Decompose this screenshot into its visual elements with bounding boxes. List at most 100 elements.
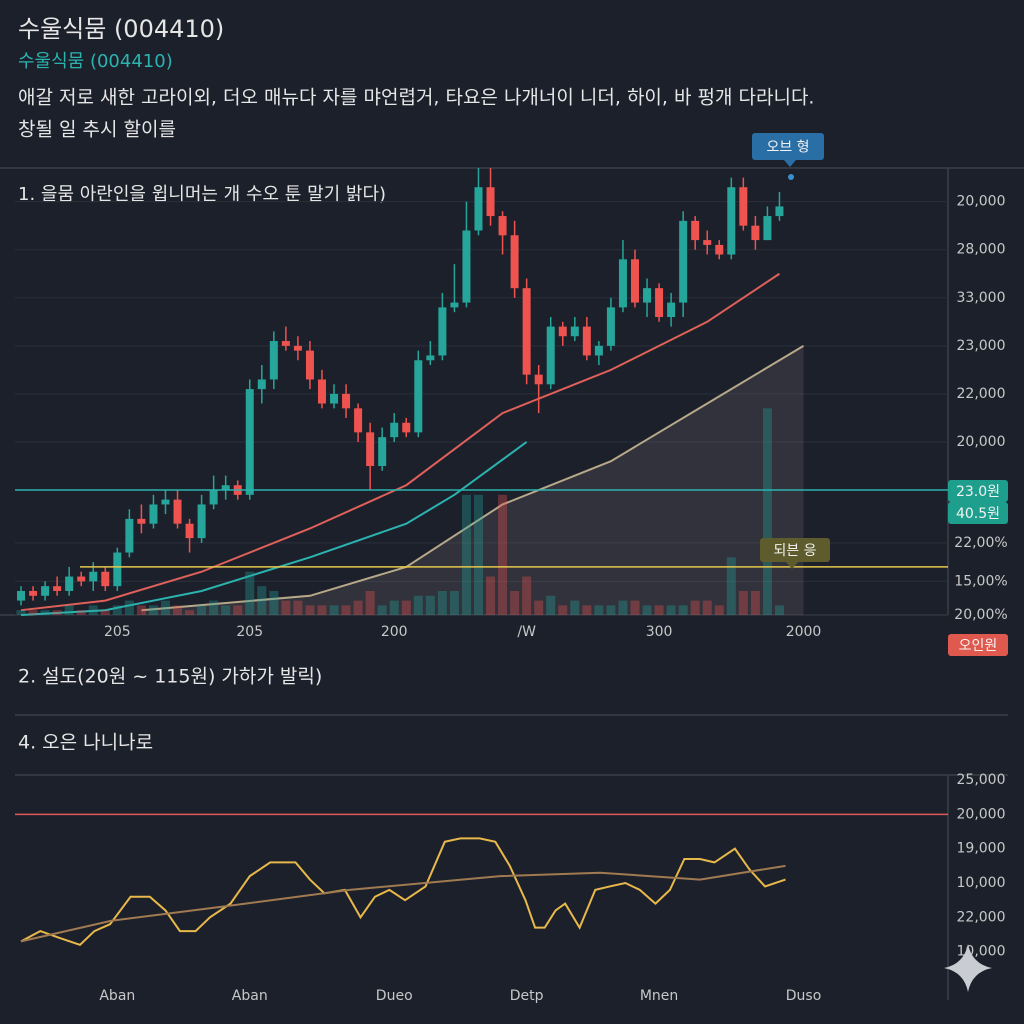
x-tick-label: 205 (236, 624, 263, 640)
volume-bar (124, 600, 134, 615)
volume-bar (714, 605, 724, 615)
line-series (141, 344, 805, 612)
candle-body (173, 499, 182, 524)
y-tick-label: 20,000 (957, 806, 1006, 822)
candle-body (715, 244, 724, 255)
badge-label: 되븐 응 (773, 543, 816, 559)
volume-bar (257, 586, 267, 615)
x-tick-label: Aban (232, 988, 268, 1004)
x-tick-label: 205 (104, 624, 131, 640)
volume-bar (750, 590, 760, 615)
badge (948, 634, 1008, 656)
candle-body (317, 379, 326, 404)
candle-body (378, 437, 387, 466)
candle-body (209, 490, 218, 505)
candle-body (330, 393, 339, 404)
candle-body (739, 187, 748, 226)
volume-bar (160, 600, 170, 615)
candle-body (402, 422, 411, 433)
volume-bar (558, 605, 568, 615)
volume-bar (413, 595, 423, 615)
volume-bar (341, 605, 351, 615)
candle-body (667, 302, 676, 317)
y-tick-label: 19,000 (957, 841, 1006, 857)
candle-body (89, 571, 98, 582)
candle-body (281, 341, 290, 346)
volume-bar (317, 605, 327, 615)
badge (948, 480, 1008, 502)
x-tick-label: 300 (646, 624, 673, 640)
volume-bar (100, 610, 110, 615)
volume-bar (281, 600, 291, 615)
y-tick-label: 33,000 (957, 290, 1006, 306)
x-tick-label: Aban (99, 988, 135, 1004)
line-series (20, 837, 786, 946)
candle-body (77, 576, 86, 582)
candle-body (269, 341, 278, 380)
candle-body (462, 230, 471, 303)
candle-body (450, 302, 459, 308)
candle-body (546, 326, 555, 385)
y-tick-label: 20,000 (957, 434, 1006, 450)
volume-bar (449, 590, 459, 615)
volume-bar (630, 600, 640, 615)
candle-body (510, 235, 519, 289)
candle-body (630, 259, 639, 303)
candle-body (643, 288, 652, 303)
volume-bar (293, 600, 303, 615)
candle-body (534, 374, 543, 385)
volume-bar (52, 610, 62, 615)
volume-bar (329, 605, 339, 615)
candle-body (221, 485, 230, 491)
line-series (20, 864, 786, 943)
candle-body (149, 504, 158, 524)
volume-bar (185, 610, 195, 615)
volume-bar (76, 610, 86, 615)
candle-body (618, 259, 627, 308)
y-tick-label: 22,000 (957, 909, 1006, 925)
panel-title: 4. 오은 나니나로 (18, 732, 153, 754)
y-tick-label: 25,000 (957, 772, 1006, 788)
badge (760, 538, 830, 562)
candle-body (305, 350, 314, 380)
volume-bar (221, 605, 231, 615)
candle-body (65, 576, 74, 591)
volume-bar (437, 590, 447, 615)
sparkle-icon (944, 944, 992, 992)
candle-body (438, 307, 447, 356)
volume-bar (353, 600, 363, 615)
ma-area (141, 345, 804, 615)
volume-bar (112, 605, 122, 615)
volume-bar (606, 605, 616, 615)
candle-body (53, 586, 62, 591)
badge-marker (788, 174, 794, 180)
candle-body (17, 590, 26, 601)
badge-label: 40.5원 (956, 506, 1000, 522)
candle-body (679, 220, 688, 303)
volume-bar (618, 600, 628, 615)
badge-pointer (786, 562, 798, 569)
volume-bar (473, 494, 483, 615)
x-tick-label: Detp (510, 988, 544, 1004)
volume-bar (486, 576, 496, 615)
x-tick-label: /W (517, 624, 536, 640)
candle-body (185, 523, 194, 539)
volume-bar (209, 600, 219, 615)
y-tick-label: 20,00% (954, 607, 1007, 623)
candle-body (161, 499, 170, 505)
candle-body (125, 518, 134, 553)
volume-bar (546, 595, 556, 615)
volume-bar (498, 494, 508, 615)
x-tick-label: 200 (381, 624, 408, 640)
candle-body (113, 552, 122, 587)
volume-bar (389, 600, 399, 615)
badge-label: 오브 형 (766, 140, 809, 156)
volume-bar (197, 605, 207, 615)
candle-body (606, 307, 615, 346)
volume-bar (401, 600, 411, 615)
candle-body (137, 518, 146, 524)
y-tick-label: 23,000 (957, 338, 1006, 354)
section-title: 2. 설도(20원 ~ 115원) 가하가 발릭) (18, 666, 322, 688)
candle-body (486, 187, 495, 217)
